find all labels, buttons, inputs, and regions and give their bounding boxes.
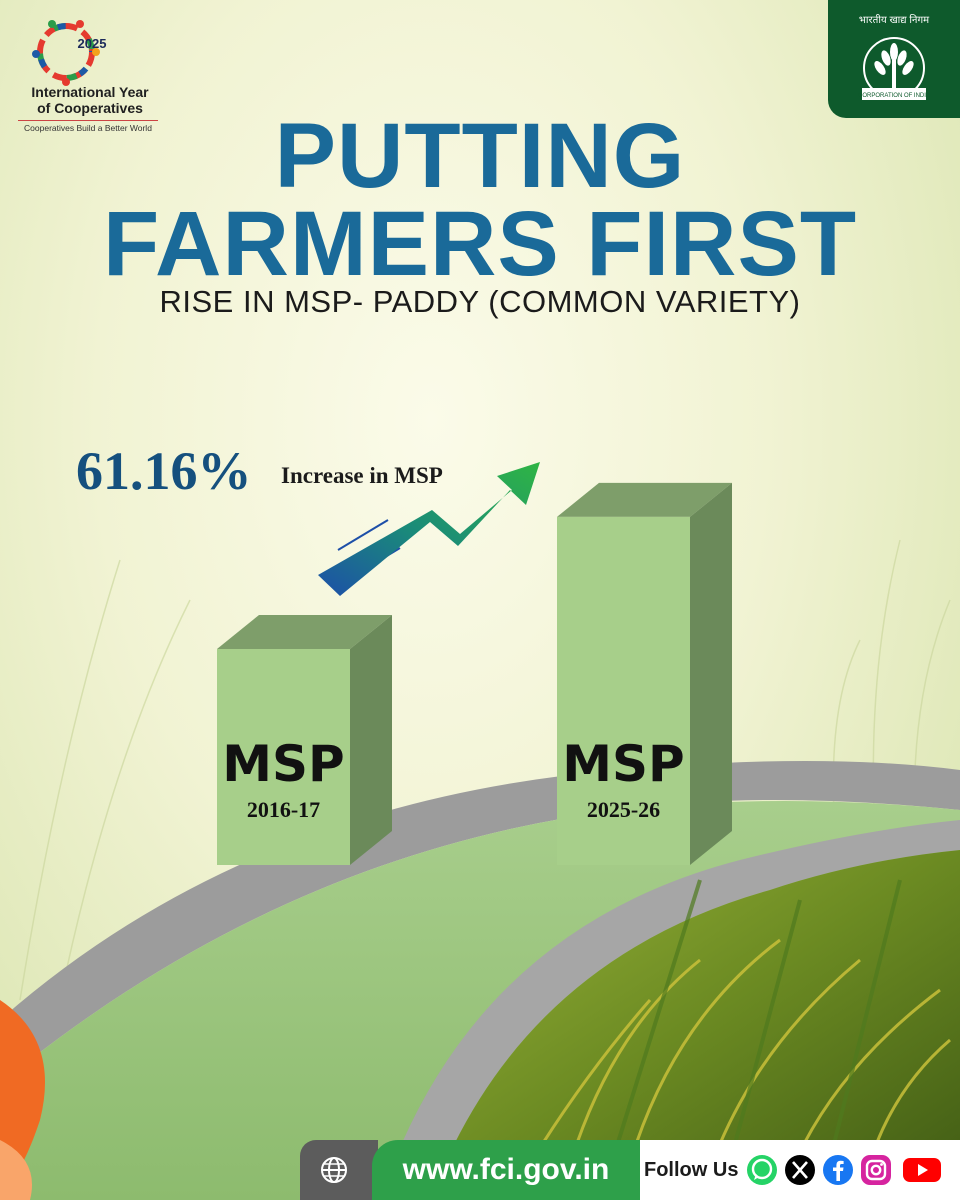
increase-label: Increase in MSP xyxy=(281,463,443,488)
whatsapp-icon[interactable] xyxy=(746,1154,778,1186)
bar-label-year: 2016-17 xyxy=(246,797,321,822)
rising-arrow xyxy=(318,462,540,596)
emblem-ribbon-text: CORPORATION OF INDIA xyxy=(858,93,930,99)
iyc-tagline: Cooperatives Build a Better World xyxy=(18,120,158,133)
facebook-icon[interactable] xyxy=(822,1154,854,1186)
bar-side-1 xyxy=(690,482,732,865)
globe-icon xyxy=(321,1157,347,1183)
bar-label-msp: MSP xyxy=(562,735,685,793)
youtube-icon[interactable] xyxy=(902,1154,942,1186)
headline-line2: FARMERS FIRST xyxy=(102,193,858,295)
instagram-icon[interactable] xyxy=(860,1154,892,1186)
follow-us-bar: Follow Us xyxy=(640,1140,960,1200)
increase-percent: 61.16% xyxy=(76,441,252,501)
footer: www.fci.gov.in Follow Us xyxy=(300,1140,960,1200)
bar-label-msp: MSP xyxy=(222,735,345,793)
iyc-title-line2: of Cooperatives xyxy=(37,100,143,116)
bar-0 xyxy=(217,649,350,865)
x-icon[interactable] xyxy=(784,1154,816,1186)
fci-emblem: भारतीय खाद्य निगम CORPORATION OF INDIA xyxy=(828,0,960,118)
headline: PUTTING FARMERS FIRST xyxy=(0,105,960,295)
iyc-title-line1: International Year xyxy=(31,84,149,100)
follow-us-label: Follow Us xyxy=(644,1159,739,1181)
bar-top-0 xyxy=(217,615,392,649)
bar-top-1 xyxy=(557,482,732,517)
subtitle: RISE IN MSP- PADDY (COMMON VARIETY) xyxy=(159,284,801,319)
iyc-year: 2025 xyxy=(77,36,107,51)
globe-button[interactable] xyxy=(300,1140,378,1200)
fci-hindi-text: भारतीय खाद्य निगम xyxy=(858,15,930,26)
website-link[interactable]: www.fci.gov.in xyxy=(372,1140,640,1200)
headline-line1: PUTTING xyxy=(274,105,686,207)
bar-label-year: 2025-26 xyxy=(586,797,661,822)
iyc-logo-icon xyxy=(32,20,100,86)
wheat-emblem-icon: CORPORATION OF INDIA xyxy=(858,37,930,100)
iyc-title: International Year of Cooperatives xyxy=(20,84,160,116)
bar-side-0 xyxy=(350,615,392,865)
bar-1 xyxy=(557,516,690,865)
